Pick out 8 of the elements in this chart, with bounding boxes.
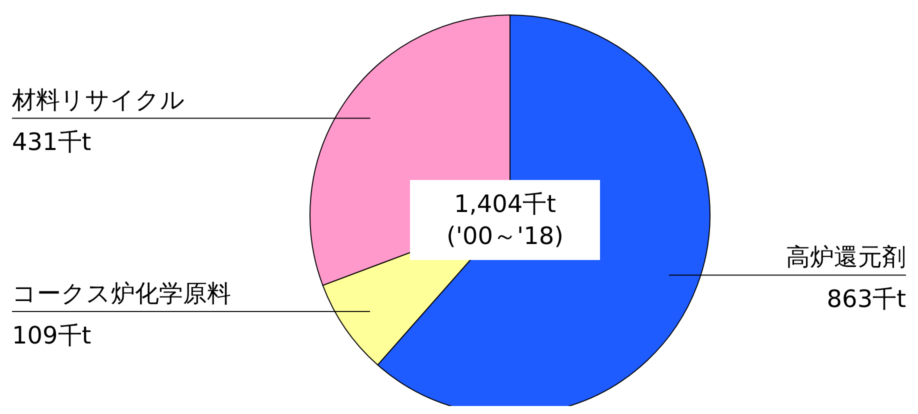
data-label: 431千t — [12, 128, 92, 156]
slice-label: コークス炉化学原料 — [12, 279, 231, 308]
text: 1,404千t — [452, 189, 558, 220]
data-label: 109千t — [12, 321, 92, 350]
slice-label: 高炉還元剤 — [786, 243, 906, 272]
slice-label: 材料リサイクル — [11, 86, 185, 114]
data-label: 863千t — [826, 285, 906, 314]
text: ('00～'18) — [446, 221, 564, 252]
